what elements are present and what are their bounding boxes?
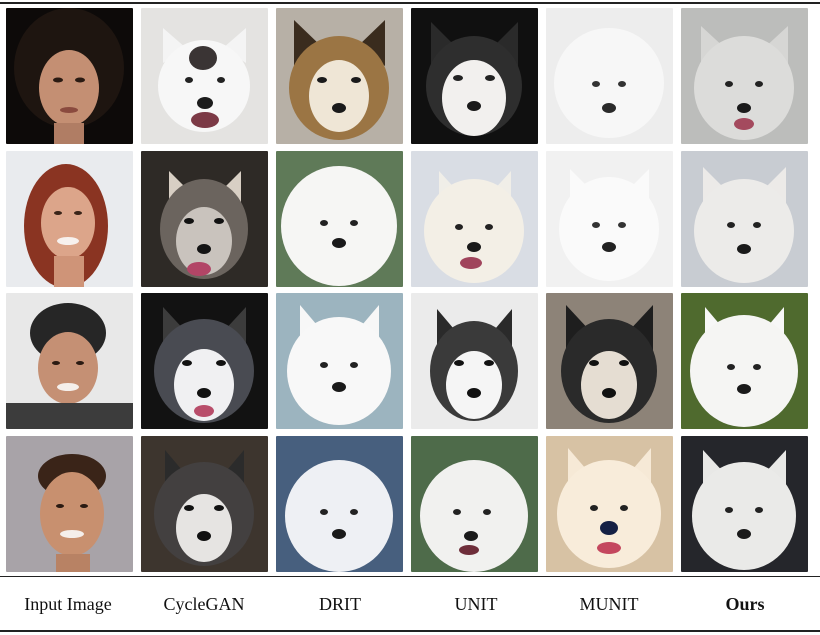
munit-output-samoyed [546, 436, 673, 572]
result-row-2 [6, 151, 812, 287]
munit-output-husky [546, 293, 673, 429]
unit-output-husky [411, 8, 538, 144]
column-label-munit: MUNIT [579, 594, 639, 614]
result-row-3 [6, 293, 812, 429]
cyclegan-output-husky [141, 151, 268, 287]
cyclegan-output-husky [141, 293, 268, 429]
unit-output-samoyed [411, 151, 538, 287]
column-label-ours: Ours [725, 594, 765, 614]
cyclegan-output-husky [141, 436, 268, 572]
drit-output-samoyed [276, 436, 403, 572]
cyclegan-output-white-husky [141, 8, 268, 144]
input-face-curly-hair-woman [6, 8, 133, 144]
results-grid [6, 8, 812, 572]
column-label-drit: DRIT [319, 594, 361, 614]
unit-output-samoyed [411, 436, 538, 572]
divider-rule [0, 576, 820, 577]
column-label-cyclegan: CycleGAN [163, 594, 245, 614]
ours-output-samoyed [681, 436, 808, 572]
ours-output-samoyed [681, 151, 808, 287]
top-rule [0, 2, 820, 4]
input-face-man-beanie [6, 293, 133, 429]
munit-output-samoyed [546, 151, 673, 287]
unit-output-husky [411, 293, 538, 429]
drit-output-samoyed [276, 293, 403, 429]
column-label-input-image: Input Image [24, 594, 112, 614]
drit-output-husky [276, 8, 403, 144]
drit-output-samoyed [276, 151, 403, 287]
result-row-4 [6, 436, 812, 572]
column-label-unit: UNIT [454, 594, 498, 614]
ours-output-samoyed [681, 8, 808, 144]
input-face-red-hair-woman [6, 151, 133, 287]
input-face-smiling-man [6, 436, 133, 572]
bottom-rule [0, 630, 820, 632]
result-row-1 [6, 8, 812, 144]
column-labels: Input Image CycleGAN DRIT UNIT MUNIT Our… [0, 577, 820, 629]
ours-output-samoyed [681, 293, 808, 429]
munit-output-white-samoyed [546, 8, 673, 144]
